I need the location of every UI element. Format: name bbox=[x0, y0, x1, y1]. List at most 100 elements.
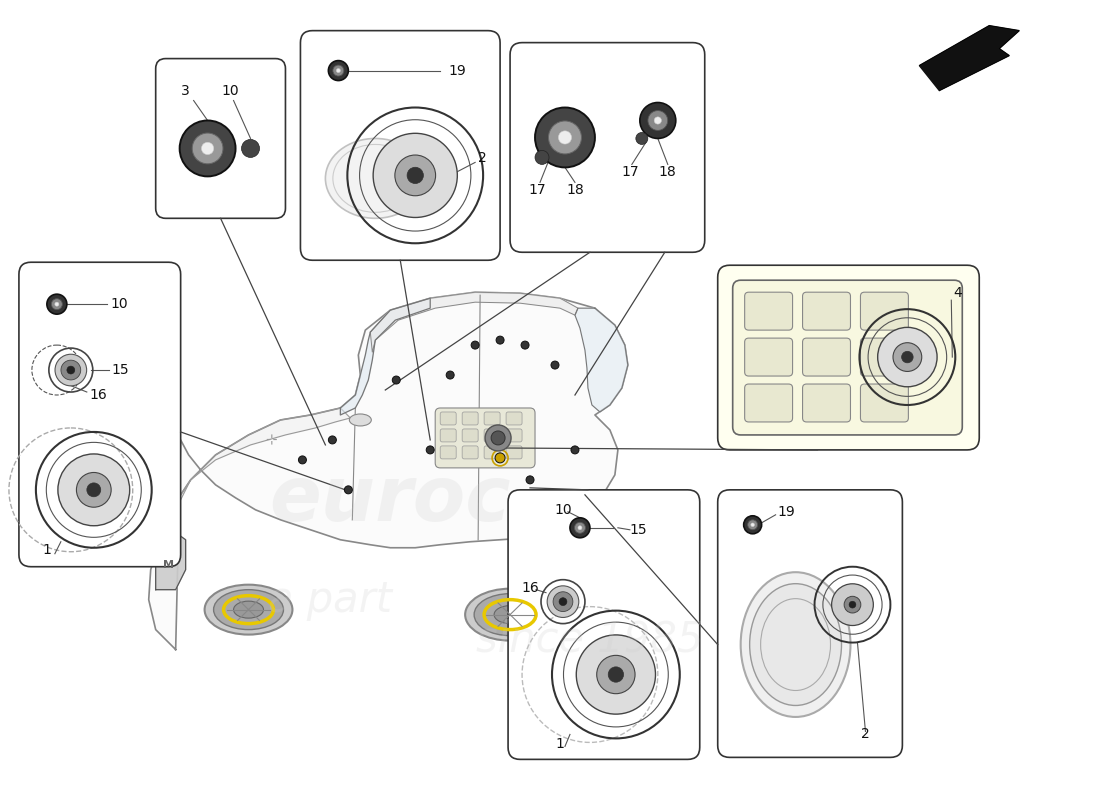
Text: 17: 17 bbox=[528, 183, 546, 198]
Text: 1: 1 bbox=[556, 738, 564, 751]
FancyBboxPatch shape bbox=[156, 58, 286, 218]
Circle shape bbox=[893, 342, 922, 371]
Circle shape bbox=[549, 121, 582, 154]
Circle shape bbox=[608, 667, 624, 682]
Text: 10: 10 bbox=[554, 503, 572, 517]
Circle shape bbox=[526, 476, 534, 484]
Circle shape bbox=[55, 354, 87, 386]
FancyBboxPatch shape bbox=[506, 446, 522, 459]
Circle shape bbox=[648, 110, 668, 130]
FancyBboxPatch shape bbox=[484, 446, 500, 459]
FancyBboxPatch shape bbox=[510, 42, 705, 252]
Ellipse shape bbox=[213, 590, 284, 630]
Circle shape bbox=[333, 65, 344, 76]
Text: 2: 2 bbox=[478, 151, 487, 166]
FancyBboxPatch shape bbox=[484, 429, 500, 442]
FancyBboxPatch shape bbox=[300, 30, 500, 260]
FancyBboxPatch shape bbox=[462, 446, 478, 459]
Text: 3: 3 bbox=[182, 83, 190, 98]
Circle shape bbox=[344, 486, 352, 494]
FancyBboxPatch shape bbox=[733, 280, 962, 435]
Circle shape bbox=[832, 584, 873, 626]
FancyBboxPatch shape bbox=[462, 429, 478, 442]
Circle shape bbox=[535, 107, 595, 167]
FancyBboxPatch shape bbox=[506, 412, 522, 425]
Circle shape bbox=[426, 446, 434, 454]
FancyBboxPatch shape bbox=[436, 408, 535, 468]
Text: ⊹: ⊹ bbox=[265, 433, 276, 447]
Text: 16: 16 bbox=[90, 388, 108, 402]
FancyBboxPatch shape bbox=[440, 429, 456, 442]
FancyBboxPatch shape bbox=[860, 338, 909, 376]
Circle shape bbox=[547, 586, 579, 618]
Circle shape bbox=[201, 142, 213, 154]
FancyBboxPatch shape bbox=[19, 262, 180, 566]
Polygon shape bbox=[575, 308, 628, 412]
Ellipse shape bbox=[233, 601, 264, 618]
Circle shape bbox=[55, 302, 59, 306]
Text: M: M bbox=[163, 560, 174, 570]
Ellipse shape bbox=[474, 594, 546, 635]
Text: 10: 10 bbox=[111, 297, 129, 311]
Circle shape bbox=[744, 516, 761, 534]
Circle shape bbox=[878, 327, 937, 386]
Circle shape bbox=[844, 596, 861, 613]
Circle shape bbox=[471, 341, 480, 349]
FancyBboxPatch shape bbox=[440, 412, 456, 425]
Text: 16: 16 bbox=[521, 581, 539, 594]
Circle shape bbox=[535, 150, 549, 165]
Circle shape bbox=[640, 102, 675, 138]
Ellipse shape bbox=[494, 606, 526, 624]
Circle shape bbox=[654, 117, 661, 124]
Circle shape bbox=[373, 134, 458, 218]
Circle shape bbox=[485, 425, 512, 451]
Circle shape bbox=[52, 298, 63, 310]
Ellipse shape bbox=[465, 589, 556, 641]
FancyBboxPatch shape bbox=[508, 490, 700, 759]
Text: 2: 2 bbox=[861, 727, 870, 742]
Text: 15: 15 bbox=[629, 522, 647, 537]
FancyBboxPatch shape bbox=[506, 429, 522, 442]
Circle shape bbox=[491, 431, 505, 445]
FancyBboxPatch shape bbox=[462, 412, 478, 425]
Ellipse shape bbox=[205, 585, 293, 634]
Ellipse shape bbox=[326, 138, 426, 218]
FancyBboxPatch shape bbox=[803, 384, 850, 422]
Circle shape bbox=[447, 371, 454, 379]
Circle shape bbox=[574, 522, 585, 534]
Polygon shape bbox=[371, 292, 578, 352]
Polygon shape bbox=[920, 26, 1020, 90]
Circle shape bbox=[192, 133, 223, 164]
Circle shape bbox=[578, 526, 582, 530]
FancyBboxPatch shape bbox=[745, 292, 793, 330]
Circle shape bbox=[329, 61, 349, 81]
Circle shape bbox=[902, 351, 913, 363]
Circle shape bbox=[751, 523, 755, 526]
Text: 19: 19 bbox=[448, 63, 466, 78]
Circle shape bbox=[495, 453, 505, 463]
Text: 17: 17 bbox=[621, 166, 639, 179]
Polygon shape bbox=[156, 534, 186, 590]
Circle shape bbox=[407, 167, 424, 183]
FancyBboxPatch shape bbox=[717, 490, 902, 758]
FancyBboxPatch shape bbox=[745, 338, 793, 376]
Polygon shape bbox=[148, 292, 628, 650]
Circle shape bbox=[67, 366, 75, 374]
Text: euroc: euroc bbox=[270, 463, 512, 537]
Circle shape bbox=[496, 336, 504, 344]
Circle shape bbox=[596, 655, 635, 694]
Circle shape bbox=[636, 133, 648, 145]
Circle shape bbox=[60, 360, 80, 380]
Ellipse shape bbox=[750, 584, 842, 706]
Circle shape bbox=[576, 635, 656, 714]
Circle shape bbox=[551, 361, 559, 369]
Circle shape bbox=[553, 592, 573, 611]
Circle shape bbox=[571, 446, 579, 454]
FancyBboxPatch shape bbox=[440, 446, 456, 459]
Text: 19: 19 bbox=[778, 505, 795, 519]
Circle shape bbox=[521, 341, 529, 349]
Text: 18: 18 bbox=[566, 183, 584, 198]
Text: since 1985: since 1985 bbox=[476, 618, 704, 661]
FancyBboxPatch shape bbox=[860, 384, 909, 422]
Circle shape bbox=[570, 518, 590, 538]
